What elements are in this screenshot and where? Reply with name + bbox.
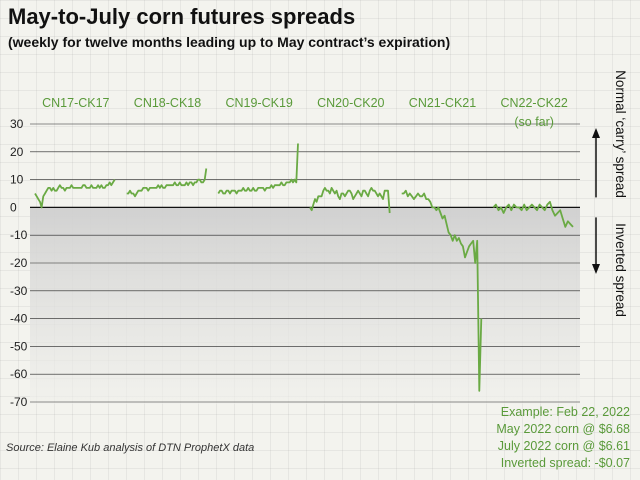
y-tick-label: 10 <box>10 173 24 187</box>
y-tick-label: -20 <box>10 256 28 270</box>
y-tick-label: -10 <box>10 228 28 242</box>
series-label: CN21-CK21 <box>409 96 476 110</box>
inverted-region <box>30 207 580 404</box>
y-tick-label: -70 <box>10 395 28 409</box>
series-sublabel: (so far) <box>514 115 554 129</box>
inverted-spread-annotation: Inverted spread <box>613 223 628 317</box>
series-line-cn20-ck20 <box>309 186 391 214</box>
carry-spread-annotation: Normal ‘carry’ spread <box>613 70 628 198</box>
series-line-cn17-ck17 <box>34 179 116 209</box>
example-line-date: Example: Feb 22, 2022 <box>500 405 630 419</box>
series-line-cn19-ck19 <box>217 143 299 195</box>
y-tick-label: 20 <box>10 145 24 159</box>
y-tick-label: 0 <box>10 200 17 214</box>
y-tick-label: -50 <box>10 339 28 353</box>
example-callout: Example: Feb 22, 2022 May 2022 corn @ $6… <box>496 404 630 472</box>
example-line-july: July 2022 corn @ $6.61 <box>497 439 630 453</box>
chart-subtitle: (weekly for twelve months leading up to … <box>8 34 451 50</box>
y-tick-label: -30 <box>10 284 28 298</box>
y-tick-label: -40 <box>10 312 28 326</box>
series-line-cn22-ck22 <box>492 200 574 228</box>
y-tick-label: 30 <box>10 117 24 131</box>
series-label: CN18-CK18 <box>134 96 201 110</box>
series-line-cn18-ck18 <box>126 168 208 198</box>
series-label: CN19-CK19 <box>225 96 292 110</box>
example-line-may: May 2022 corn @ $6.68 <box>496 422 630 436</box>
chart-title: May-to-July corn futures spreads <box>8 4 356 29</box>
series-label: CN22-CK22 <box>500 96 567 110</box>
example-line-spread: Inverted spread: -$0.07 <box>500 456 630 470</box>
inverted-arrow-head <box>592 264 600 274</box>
y-tick-label: -60 <box>10 367 28 381</box>
series-label: CN17-CK17 <box>42 96 109 110</box>
carry-arrow-head <box>592 128 600 138</box>
series-line-cn21-ck21 <box>401 189 483 392</box>
source-note: Source: Elaine Kub analysis of DTN Proph… <box>6 442 255 454</box>
series-label: CN20-CK20 <box>317 96 384 110</box>
